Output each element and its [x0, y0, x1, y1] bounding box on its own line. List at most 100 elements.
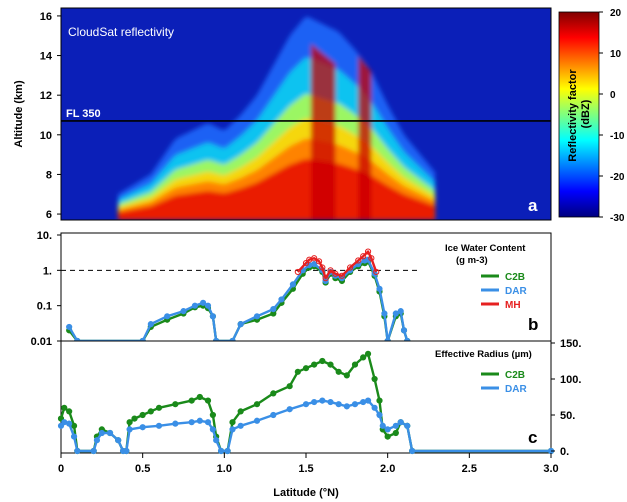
data-point-mh [373, 268, 380, 276]
data-point-c2b [319, 357, 326, 365]
panel-b-frame [60, 232, 552, 342]
data-point-c2b [70, 422, 78, 429]
data-point-c2b [294, 368, 301, 375]
colorbar-tick-label: -10 [610, 131, 625, 142]
panel-a-title: CloudSat reflectivity [68, 25, 174, 39]
data-point-dar [319, 397, 326, 404]
panel-b-title: Ice Water Content [445, 243, 526, 254]
data-point-c2b [204, 397, 212, 404]
colorbar-tick-label: 0 [610, 90, 616, 101]
colorbar-label-line1: Reflectivity factor [567, 69, 579, 162]
data-point-mh [311, 255, 318, 262]
data-point-dar [147, 321, 154, 328]
data-point-dar [217, 447, 225, 455]
panel-a-ylabel: Altitude (km) [13, 80, 25, 148]
data-point-c2b [335, 368, 342, 375]
panel-c-x-axis: 0 0.5 1.0 1.5 2.0 2.5 3.0 [58, 453, 559, 475]
data-point-mh [319, 264, 326, 271]
data-point-mh [302, 260, 310, 267]
series-dar [57, 397, 555, 455]
data-point-c2b [364, 350, 372, 357]
convective-core [310, 43, 336, 220]
xtick-label: 0 [58, 463, 64, 475]
ytick-label-a: 10 [40, 130, 52, 142]
data-point-c2b [253, 401, 261, 408]
panel-a-letter: a [528, 196, 538, 215]
panel-a: FL 350 CloudSat reflectivity a 6 8 10 12 14 1… [13, 7, 552, 221]
data-point-dar [191, 302, 199, 309]
data-point-dar [409, 447, 416, 455]
ytick-label-b: 0.01 [31, 336, 52, 348]
data-point-mh [322, 275, 329, 282]
xtick-label: 2.5 [462, 463, 477, 475]
data-point-dar [237, 422, 244, 429]
data-point-c2b [384, 433, 391, 440]
data-point-dar [213, 437, 220, 444]
ytick-label-b: 10. [37, 230, 52, 242]
ytick-label-a: 14 [40, 51, 53, 63]
data-point-dar [204, 302, 212, 309]
data-point-c2b [131, 415, 138, 422]
data-point-dar [70, 433, 78, 440]
data-point-dar [360, 398, 367, 406]
data-point-dar [311, 261, 318, 268]
convective-core [358, 55, 372, 220]
ytick-label-a: 8 [46, 169, 52, 181]
xtick-label: 3.0 [543, 463, 558, 475]
data-point-mh [355, 257, 362, 264]
data-point-c2b [196, 393, 203, 401]
data-point-c2b [376, 397, 383, 404]
legend-label-c2b: C2B [505, 370, 525, 381]
data-point-c2b [237, 408, 244, 415]
ytick-label-b: 1. [43, 265, 52, 277]
data-point-c2b [147, 408, 154, 415]
data-point-dar [164, 313, 171, 320]
data-point-dar [74, 447, 81, 455]
panel-c-title: Effective Radius (µm) [435, 349, 532, 360]
data-point-c2b [343, 372, 350, 379]
data-point-dar [311, 398, 318, 406]
data-point-dar [106, 429, 114, 437]
data-point-mh [368, 255, 375, 262]
data-point-c2b [139, 411, 146, 419]
data-point-dar [66, 323, 73, 331]
colorbar-ticks: 20 10 0 -10 -20 -30 [599, 8, 625, 224]
data-point-dar [335, 401, 342, 408]
data-point-dar [123, 447, 130, 455]
data-point-dar [115, 437, 122, 444]
ytick-label-c: 50. [560, 410, 575, 422]
data-point-dar [90, 447, 97, 455]
data-point-dar [364, 397, 372, 404]
reflectivity-layers [118, 16, 436, 220]
data-point-dar [253, 417, 261, 424]
radius-series [57, 350, 555, 455]
colorbar-tick-label: -20 [610, 172, 625, 183]
x-axis-label: Latitude (°N) [273, 487, 339, 499]
data-point-c2b [351, 361, 359, 368]
data-point-c2b [270, 390, 277, 397]
xtick-label: 2.0 [380, 463, 395, 475]
data-point-mh [315, 258, 323, 265]
colorbar-tick-label: 10 [610, 49, 622, 60]
data-point-mh [338, 272, 346, 279]
data-point-dar [66, 420, 73, 427]
reflectivity-layer [118, 159, 436, 220]
colorbar-label-line2: (dBZ) [580, 99, 592, 128]
data-point-dar [343, 403, 350, 410]
ytick-label-c: 0. [560, 446, 569, 458]
data-point-dar [270, 305, 277, 313]
legend-label-c2b: C2B [505, 272, 525, 283]
data-point-c2b [392, 429, 399, 437]
panel-b-y-axis: 10. 1. 0.1 0.01 [31, 230, 61, 348]
data-point-dar [155, 422, 163, 429]
data-point-mh [360, 253, 367, 260]
xtick-label: 1.5 [298, 463, 313, 475]
colorbar-gradient [558, 11, 600, 218]
data-point-dar [139, 424, 146, 431]
data-point-dar [381, 310, 388, 317]
data-point-c2b [61, 404, 68, 411]
data-point-dar [209, 313, 216, 320]
xtick-label: 1.0 [217, 463, 232, 475]
data-point-c2b [172, 401, 179, 408]
